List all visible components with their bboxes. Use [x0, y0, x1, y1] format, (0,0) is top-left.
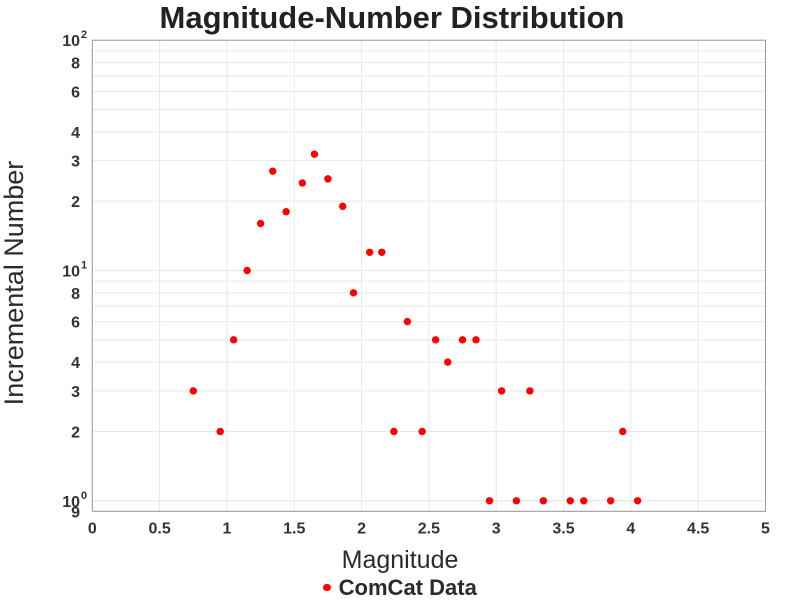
svg-text:2.5: 2.5: [418, 520, 440, 537]
svg-text:2: 2: [71, 424, 80, 441]
svg-text:0: 0: [81, 490, 87, 502]
svg-text:3.5: 3.5: [552, 520, 574, 537]
svg-text:10: 10: [62, 494, 80, 511]
svg-text:1: 1: [81, 260, 87, 272]
svg-text:0: 0: [88, 520, 97, 537]
svg-text:5: 5: [761, 520, 770, 537]
svg-text:0.5: 0.5: [148, 520, 170, 537]
svg-text:10: 10: [62, 264, 80, 281]
svg-text:2: 2: [71, 194, 80, 211]
svg-text:3: 3: [71, 384, 80, 401]
svg-text:6: 6: [71, 84, 80, 101]
svg-text:3: 3: [492, 520, 501, 537]
svg-text:10: 10: [62, 33, 80, 50]
svg-text:4: 4: [71, 355, 80, 372]
svg-text:2: 2: [357, 520, 366, 537]
svg-text:2: 2: [81, 29, 87, 41]
svg-text:4.5: 4.5: [687, 520, 709, 537]
svg-text:8: 8: [71, 286, 80, 303]
svg-text:4: 4: [626, 520, 635, 537]
svg-text:3: 3: [71, 154, 80, 171]
svg-text:8: 8: [71, 56, 80, 73]
svg-text:1.5: 1.5: [283, 520, 305, 537]
svg-text:6: 6: [71, 315, 80, 332]
svg-text:1: 1: [222, 520, 231, 537]
svg-text:4: 4: [71, 125, 80, 142]
